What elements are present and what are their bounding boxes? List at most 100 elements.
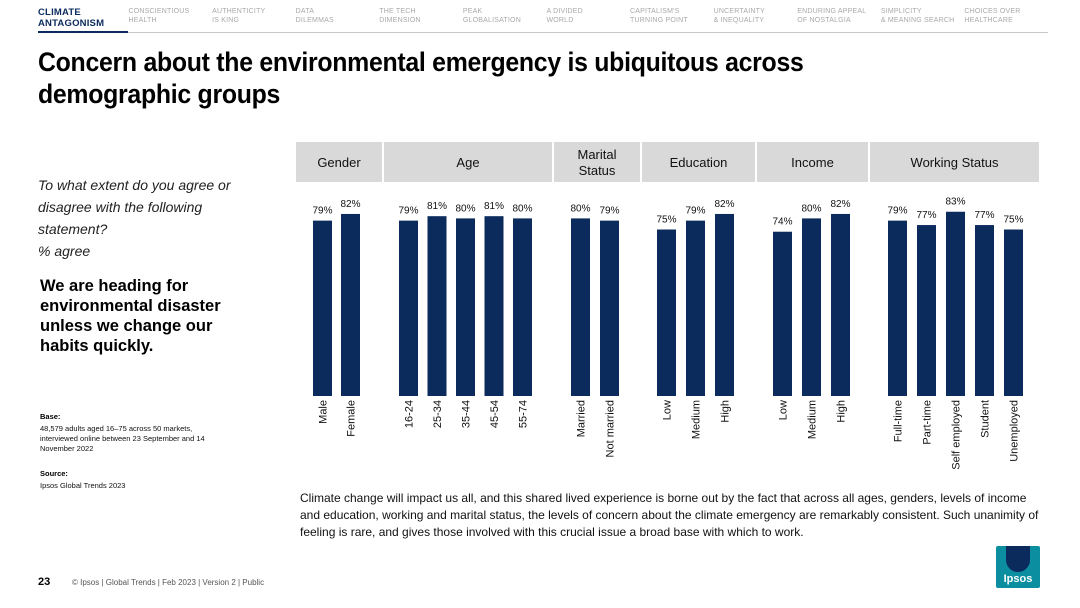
category-label-age-55-74: 55-74 [518, 400, 530, 428]
group-label-working-status: Working Status [911, 155, 999, 170]
value-label-working-status-part-time: 77% [916, 210, 936, 221]
category-label-age-25-34: 25-34 [432, 400, 444, 428]
category-label-age-16-24: 16-24 [404, 400, 416, 428]
bar-gender-male [313, 220, 332, 396]
bar-working-status-self-employed [946, 211, 965, 396]
category-label-age-45-54: 45-54 [489, 400, 501, 428]
bar-education-high [715, 213, 734, 396]
group-label-marital-status: Status [579, 163, 616, 178]
value-label-working-status-full-time: 79% [887, 206, 907, 217]
chart-caption: Climate change will impact us all, and t… [300, 491, 1039, 539]
nav-tab-authenticity-is-king[interactable]: AUTHENTICITY IS KING [212, 5, 296, 33]
source-heading: Source: [40, 469, 68, 478]
page-number: 23 [38, 576, 51, 588]
bar-working-status-part-time [917, 225, 936, 396]
value-label-age-35-44: 80% [455, 203, 475, 214]
logo-wordmark: Ipsos [1003, 573, 1033, 585]
bar-income-low [773, 231, 792, 396]
base-heading: Base: [40, 412, 61, 421]
group-label-education: Education [670, 155, 728, 170]
category-label-working-status-part-time: Part-time [922, 400, 934, 445]
survey-statement: We are heading for environmental disaste… [40, 277, 221, 355]
question-text: To what extent do you agree or disagree … [38, 177, 231, 237]
nav-tab-climate-antagonism[interactable]: CLIMATE ANTAGONISM [38, 5, 129, 33]
category-label-age-35-44: 35-44 [461, 400, 473, 428]
category-label-income-high: High [836, 400, 848, 423]
category-label-working-status-self-employed: Self employed [951, 400, 963, 470]
value-label-marital-status-married: 80% [570, 203, 590, 214]
value-label-gender-male: 79% [312, 206, 332, 217]
bar-marital-status-married [571, 218, 590, 396]
category-label-income-medium: Medium [807, 400, 819, 439]
value-label-income-low: 74% [772, 217, 792, 228]
bar-income-medium [802, 218, 821, 396]
nav-tab-simplicity-meaning-search[interactable]: SIMPLICITY & MEANING SEARCH [880, 5, 965, 33]
source-text: Ipsos Global Trends 2023 [40, 481, 126, 490]
group-label-gender: Gender [317, 155, 361, 170]
bar-age-35-44 [456, 218, 475, 396]
value-label-age-45-54: 81% [484, 201, 504, 212]
group-header-income [757, 142, 868, 182]
value-label-working-status-self-employed: 83% [945, 197, 965, 208]
category-label-income-low: Low [778, 400, 790, 420]
group-label-income: Income [791, 155, 834, 170]
bar-age-16-24 [399, 220, 418, 396]
value-label-working-status-unemployed: 75% [1003, 215, 1023, 226]
value-label-gender-female: 82% [340, 199, 360, 210]
bar-working-status-full-time [888, 220, 907, 396]
category-label-education-high: High [720, 400, 732, 423]
nav-tab-capitalism-s-turning-point[interactable]: CAPITALISM'S TURNING POINT [630, 5, 714, 33]
nav-tab-peak-globalisation[interactable]: PEAK GLOBALISATION [462, 5, 547, 33]
ipsos-logo: Ipsos [996, 546, 1040, 588]
bar-education-medium [686, 220, 705, 396]
bar-age-55-74 [513, 218, 532, 396]
category-label-education-medium: Medium [691, 400, 703, 439]
value-label-age-55-74: 80% [512, 203, 532, 214]
question-measure: % agree [38, 243, 91, 259]
bar-age-45-54 [484, 216, 504, 396]
category-label-gender-female: Female [346, 400, 358, 437]
category-label-working-status-full-time: Full-time [893, 400, 905, 442]
nav-tab-a-divided-world[interactable]: A DIVIDED WORLD [546, 5, 631, 33]
value-label-age-16-24: 79% [398, 206, 418, 217]
group-label-age: Age [456, 155, 479, 170]
nav-tab-choices-over-healthcare[interactable]: CHOICES OVER HEALTHCARE [964, 5, 1049, 33]
value-label-education-low: 75% [656, 215, 676, 226]
category-label-education-low: Low [662, 400, 674, 420]
category-label-working-status-student: Student [980, 400, 992, 438]
value-label-income-medium: 80% [801, 203, 821, 214]
category-label-marital-status-not-married: Not married [605, 400, 617, 457]
page-title: Concern about the environmental emergenc… [38, 47, 804, 109]
value-label-age-25-34: 81% [427, 201, 447, 212]
nav-tab-uncertainty-inequality[interactable]: UNCERTAINTY & INEQUALITY [713, 5, 798, 33]
nav-tab-enduring-appeal-of-nostalgia[interactable]: ENDURING APPEAL OF NOSTALGIA [797, 5, 881, 33]
bar-age-25-34 [427, 216, 447, 396]
bar-income-high [831, 213, 850, 396]
value-label-education-medium: 79% [685, 206, 705, 217]
group-header-marital-status [554, 142, 640, 182]
nav-tab-conscientious-health[interactable]: CONSCIENTIOUS HEALTH [128, 5, 213, 33]
category-label-working-status-unemployed: Unemployed [1009, 400, 1021, 462]
value-label-marital-status-not-married: 79% [599, 206, 619, 217]
bar-working-status-unemployed [1004, 229, 1023, 396]
bar-working-status-student [975, 225, 994, 396]
group-header-working-status [870, 142, 1039, 182]
footer-text: © Ipsos | Global Trends | Feb 2023 | Ver… [72, 578, 265, 587]
group-header-gender [296, 142, 382, 182]
group-label-marital-status: Marital [577, 147, 616, 162]
value-label-income-high: 82% [830, 199, 850, 210]
group-header-age [384, 142, 552, 182]
bar-gender-female [341, 213, 360, 396]
nav-tab-data-dilemmas[interactable]: DATA DILEMMAS [295, 5, 380, 33]
group-header-education [642, 142, 755, 182]
nav-tab-the-tech-dimension[interactable]: THE TECH DIMENSION [379, 5, 463, 33]
value-label-education-high: 82% [714, 199, 734, 210]
category-label-marital-status-married: Married [576, 400, 588, 437]
logo-mark-icon [1006, 546, 1030, 572]
bar-marital-status-not-married [600, 220, 619, 396]
value-label-working-status-student: 77% [974, 210, 994, 221]
section-nav: CLIMATE ANTAGONISM CONSCIENTIOUS HEALTH AU… [38, 5, 1049, 33]
category-label-gender-male: Male [318, 400, 330, 424]
base-text: 48,579 adults aged 16–75 across 50 marke… [40, 424, 205, 453]
